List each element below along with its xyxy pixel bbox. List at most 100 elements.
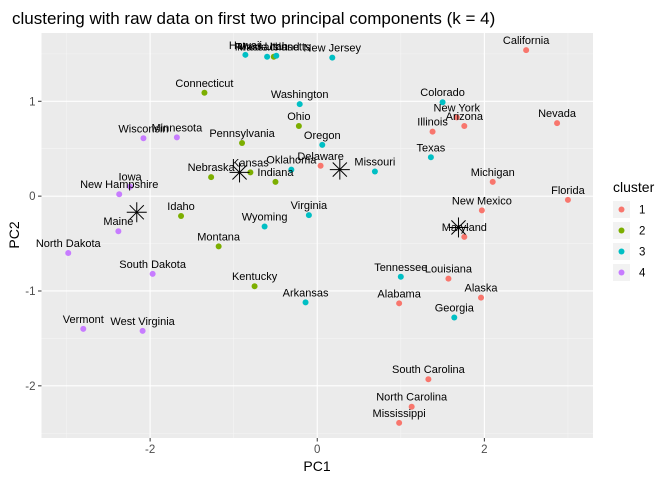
point-label: Delaware [297, 151, 343, 163]
point-label: Wisconsin [118, 123, 168, 135]
y-tick-label: -1 [25, 286, 35, 298]
legend-key-point [618, 269, 625, 276]
data-point [201, 89, 208, 96]
data-point [489, 178, 496, 185]
point-label: Texas [417, 142, 446, 154]
data-point [554, 120, 561, 127]
point-label: Washington [271, 89, 329, 101]
data-point [272, 178, 279, 185]
point-label: Iowa [118, 172, 142, 184]
center-stroke [451, 220, 466, 235]
data-point [140, 135, 147, 142]
data-point [319, 141, 326, 148]
point-label: Nebraska [188, 162, 236, 174]
data-point [425, 376, 432, 383]
data-point [396, 419, 403, 426]
legend-label: 1 [639, 205, 645, 217]
legend: cluster 1 2 3 4 [613, 179, 655, 281]
center-stroke [332, 162, 348, 178]
data-point [305, 212, 312, 219]
point-label: Wyoming [242, 211, 288, 223]
point-label: Maine [103, 216, 133, 228]
data-point [371, 168, 378, 175]
point-label: Mississippi [373, 408, 426, 420]
y-tick-label: 0 [29, 191, 35, 203]
data-point [317, 162, 324, 169]
point-label: Idaho [167, 201, 195, 213]
point-label: Arizona [446, 111, 484, 123]
data-point [264, 53, 271, 60]
x-tick-label: -2 [145, 444, 155, 456]
x-tick-label: 2 [481, 444, 487, 456]
point-label: West Virginia [110, 316, 175, 328]
legend-label: 3 [639, 247, 645, 259]
center-stroke [232, 165, 247, 180]
data-point [139, 327, 146, 334]
data-point [564, 196, 571, 203]
point-label: Louisiana [425, 264, 473, 276]
data-point [429, 128, 436, 135]
point-label: Hawaii [229, 40, 262, 52]
data-point [173, 134, 180, 141]
point-label: Tennessee [374, 262, 427, 274]
point-label: Kansas [232, 157, 269, 169]
cluster-centers [126, 159, 469, 238]
point-label: New Hampshire [80, 179, 158, 191]
data-point [239, 140, 246, 147]
data-point [178, 213, 185, 220]
point-label: Illinois [417, 117, 448, 129]
center-stroke [129, 204, 145, 220]
data-point [242, 51, 249, 58]
y-tick-label: 1 [29, 96, 35, 108]
chart-title: clustering with raw data on first two pr… [12, 9, 495, 28]
data-point [115, 228, 122, 235]
data-point [149, 270, 156, 277]
legend-label: 4 [639, 268, 646, 280]
data-point [461, 233, 468, 240]
y-tick-label: -2 [25, 381, 35, 393]
point-label: Oklahoma [266, 155, 317, 167]
grid [41, 33, 593, 438]
point-label: Indiana [257, 167, 294, 179]
point-label: New York [434, 102, 481, 114]
data-point [261, 223, 268, 230]
cluster-center [448, 217, 469, 238]
legend-label: 2 [639, 226, 645, 238]
legend-title: cluster [613, 179, 655, 195]
point-label: Vermont [63, 314, 104, 326]
point-label: Maryland [442, 222, 487, 234]
point-label: Montana [197, 231, 241, 243]
axis-ticks: -2 0 2 -2 -1 0 1 [25, 96, 487, 456]
point-label: Ohio [287, 111, 310, 123]
data-point [295, 122, 302, 129]
data-point [80, 325, 87, 332]
point-label: Oregon [304, 130, 341, 142]
legend-key-point [618, 227, 625, 234]
cluster-center [126, 202, 147, 223]
point-label: New Mexico [452, 195, 512, 207]
legend-key-point [618, 248, 625, 255]
point-label: New Jersey [304, 43, 362, 55]
point-label: North Carolina [376, 392, 448, 404]
data-point [208, 174, 215, 181]
point-label: North Dakota [36, 238, 102, 250]
x-tick-label: 0 [314, 444, 320, 456]
point-label: Minnesota [151, 122, 203, 134]
data-point [397, 273, 404, 280]
data-point [478, 294, 485, 301]
data-point [288, 166, 295, 173]
cluster-center [229, 162, 250, 183]
data-point [461, 122, 468, 129]
data-point [116, 191, 123, 198]
point-label: Utah [265, 41, 288, 53]
data-point [439, 99, 446, 106]
point-label: Pennsylvania [209, 128, 275, 140]
point-label: Arkansas [283, 287, 329, 299]
y-axis-title: PC2 [6, 221, 22, 248]
point-label: Connecticut [175, 78, 233, 90]
point-label: Missouri [354, 156, 395, 168]
data-point [396, 300, 403, 307]
point-label: Massachusetts [237, 42, 311, 54]
